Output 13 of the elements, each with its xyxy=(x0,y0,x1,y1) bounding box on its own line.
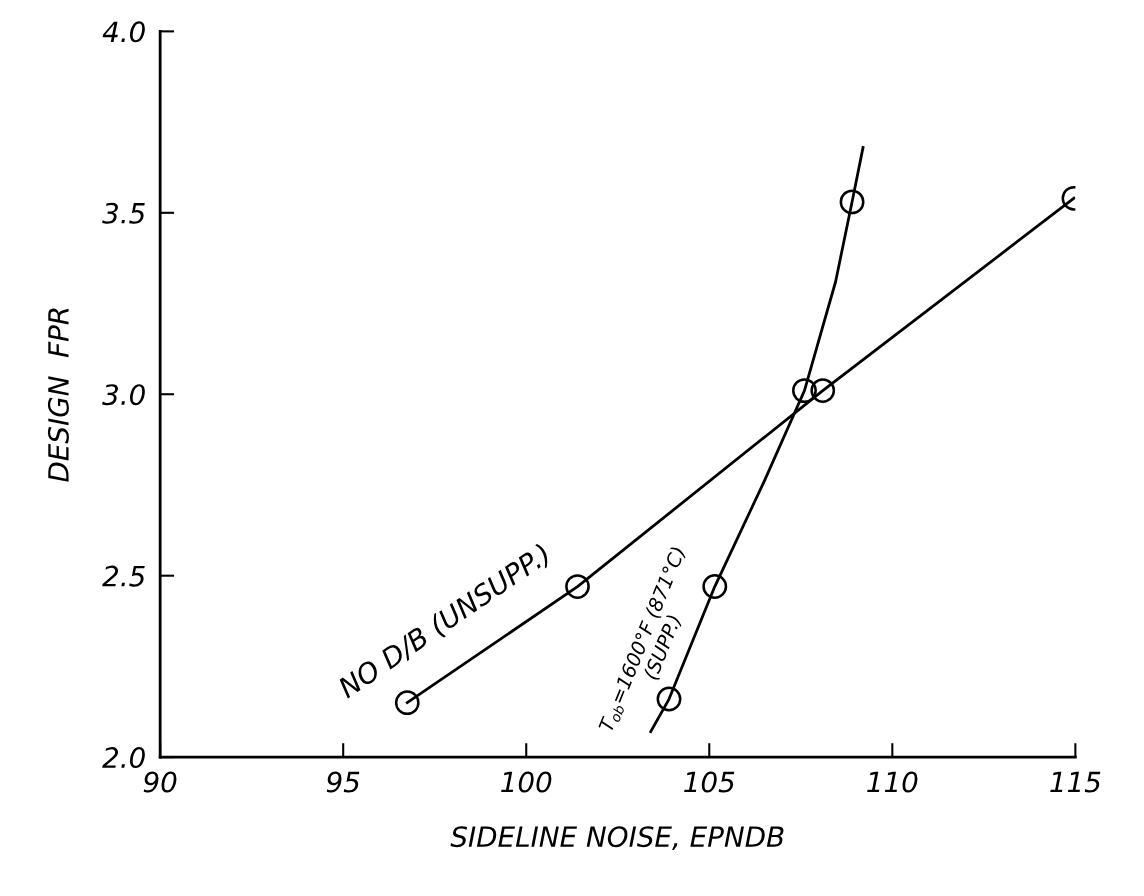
x-tick-label: 110 xyxy=(867,771,918,793)
x-tick-label: 115 xyxy=(1050,771,1101,793)
y-axis-title: DESIGN FPR xyxy=(47,308,69,482)
y-tick-label: 3.5 xyxy=(102,202,145,224)
y-tick-label: 2.5 xyxy=(102,565,145,587)
x-tick-label: 95 xyxy=(326,771,360,793)
x-tick-label: 105 xyxy=(684,771,735,793)
y-tick-label: 3.0 xyxy=(102,384,145,406)
x-tick-label: 90 xyxy=(143,771,177,793)
x-tick-label: 100 xyxy=(501,771,552,793)
x-axis-title: SIDELINE NOISE, EPNDB xyxy=(450,826,784,851)
y-tick-label: 2.0 xyxy=(102,747,145,769)
y-tick-label: 4.0 xyxy=(102,21,145,43)
